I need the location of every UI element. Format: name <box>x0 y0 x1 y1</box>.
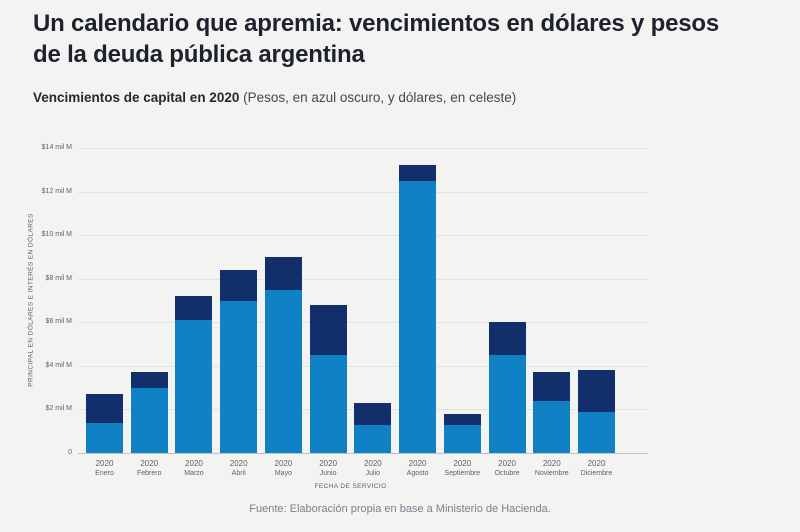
gridline <box>78 235 648 237</box>
gridline <box>78 148 648 149</box>
bar-segment-dolares <box>533 400 571 453</box>
gridline <box>78 278 648 280</box>
x-tick-label: 2020 Mayo <box>253 459 313 478</box>
x-tick-label: 2020 Diciembre <box>567 459 627 478</box>
x-tick-year: 2020 <box>363 459 382 468</box>
bar-segment-pesos <box>354 402 392 425</box>
bar-segment-dolares <box>488 354 526 453</box>
y-tick-label: $12 mil M <box>41 187 72 195</box>
x-tick-label: 2020 Septiembre <box>432 459 492 478</box>
bar-segment-pesos <box>533 372 571 401</box>
bar-segment-pesos <box>220 270 258 301</box>
x-axis-title: FECHA DE SERVICIO <box>314 483 387 490</box>
bar-octubre <box>488 322 526 453</box>
bar-segment-pesos <box>130 372 168 388</box>
x-tick-year: 2020 <box>319 459 338 468</box>
x-tick-month: Octubre <box>494 470 520 477</box>
x-tick-label: 2020 Junio <box>298 459 358 478</box>
y-tick-label: $8 mil M <box>45 274 72 282</box>
bar-diciembre <box>578 370 615 453</box>
y-tick-label: $14 mil M <box>41 144 72 151</box>
x-tick-year: 2020 <box>274 459 293 468</box>
bar-enero <box>86 394 123 453</box>
chart-subtitle-bold: Vencimientos de capital en 2020 <box>33 90 240 105</box>
bar-segment-dolares <box>264 289 302 453</box>
bar-segment-dolares <box>309 354 347 453</box>
x-tick-month: Junio <box>319 470 337 477</box>
x-tick-label: 2020 Abril <box>209 459 269 478</box>
x-tick-month: Septiembre <box>444 470 481 477</box>
x-tick-year: 2020 <box>542 459 561 468</box>
bar-segment-pesos <box>86 394 123 423</box>
bar-segment-pesos <box>443 413 481 425</box>
bar-segment-dolares <box>86 422 123 453</box>
x-tick-year: 2020 <box>185 459 203 468</box>
chart-subtitle-note: (Pesos, en azul oscuro, y dólares, en ce… <box>239 90 517 105</box>
bar-marzo <box>175 296 213 453</box>
source-note: Fuente: Elaboración propia en base a Min… <box>249 503 551 515</box>
bar-segment-dolares <box>354 424 392 453</box>
page-title: Un calendario que apremia: vencimientos … <box>33 10 719 69</box>
bar-febrero <box>130 372 168 453</box>
x-tick-month: Marzo <box>184 470 204 477</box>
bar-segment-pesos <box>399 165 437 181</box>
bar-segment-pesos <box>309 304 347 355</box>
chart-subtitle: Vencimientos de capital en 2020 (Pesos, … <box>33 90 773 105</box>
bar-segment-pesos <box>488 322 526 355</box>
x-tick-label: 2020 Febrero <box>119 459 179 478</box>
bar-segment-dolares <box>175 320 213 453</box>
bar-segment-dolares <box>220 300 258 453</box>
x-tick-year: 2020 <box>453 459 472 468</box>
x-tick-month: Enero <box>95 470 114 477</box>
x-tick-year: 2020 <box>229 459 248 468</box>
gridline <box>78 322 648 324</box>
bar-noviembre <box>533 372 571 453</box>
stacked-bar-chart: PRINCIPAL EN DÓLARES E INTERÉS EN DÓLARE… <box>0 144 800 508</box>
bar-julio <box>354 402 392 453</box>
y-tick-label: $2 mil M <box>45 405 72 413</box>
x-tick-month: Noviembre <box>534 470 569 477</box>
x-tick-month: Mayo <box>274 470 292 477</box>
x-tick-label: 2020 Marzo <box>164 459 224 478</box>
bar-mayo <box>264 256 302 453</box>
x-tick-year: 2020 <box>587 459 606 468</box>
x-tick-month: Abril <box>231 470 246 477</box>
x-tick-year: 2020 <box>140 459 159 468</box>
gridline <box>78 191 648 193</box>
y-tick-label: $6 mil M <box>45 318 72 326</box>
bar-segment-pesos <box>578 370 615 412</box>
y-tick-label: 0 <box>68 449 72 456</box>
bar-segment-dolares <box>443 424 481 453</box>
x-tick-year: 2020 <box>408 459 427 468</box>
x-tick-label: 2020 Enero <box>75 459 135 478</box>
x-tick-label: 2020 Octubre <box>477 459 537 478</box>
bar-septiembre <box>443 413 481 453</box>
x-tick-month: Diciembre <box>580 470 613 477</box>
x-tick-year: 2020 <box>498 459 516 468</box>
y-tick-label: $4 mil M <box>45 361 72 369</box>
bar-segment-pesos <box>175 296 213 321</box>
bar-junio <box>309 304 347 453</box>
x-tick-label: 2020 Noviembre <box>522 459 582 478</box>
x-tick-month: Febrero <box>136 470 162 477</box>
bar-segment-dolares <box>130 387 168 453</box>
bar-agosto <box>399 165 437 453</box>
x-tick-month: Agosto <box>406 470 429 477</box>
x-tick-label: 2020 Julio <box>343 459 403 478</box>
y-tick-label: $10 mil M <box>41 231 72 239</box>
x-tick-label: 2020 Agosto <box>388 459 448 478</box>
bar-segment-dolares <box>578 411 615 453</box>
bar-segment-pesos <box>264 256 302 290</box>
plot-area <box>78 148 648 454</box>
x-tick-year: 2020 <box>95 459 114 468</box>
gridline <box>78 365 648 367</box>
x-tick-month: Julio <box>365 470 381 477</box>
bar-abril <box>220 270 258 453</box>
bar-segment-dolares <box>399 180 437 453</box>
